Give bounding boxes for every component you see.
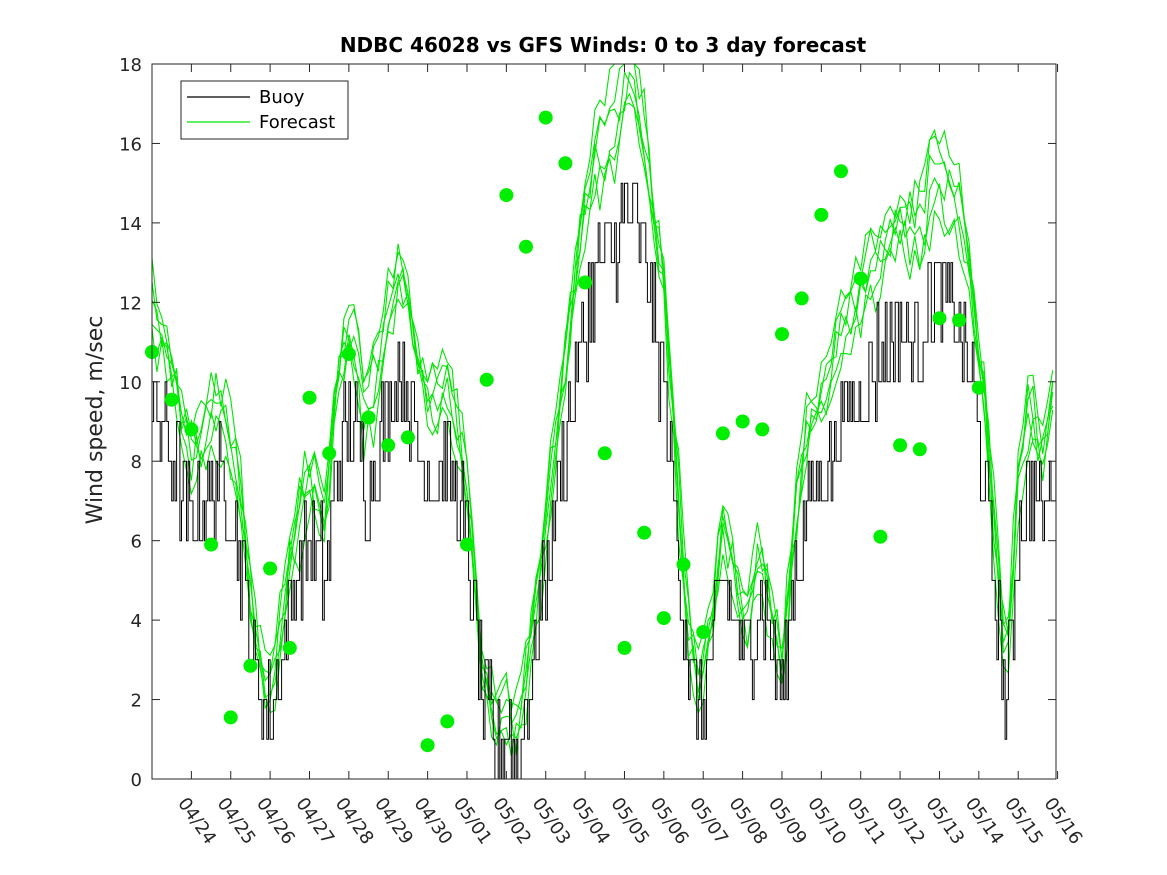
- y-tick-label: 18: [119, 55, 142, 76]
- legend-box: [180, 80, 349, 140]
- forecast-marker-16: [440, 714, 455, 729]
- forecast-marker-40: [912, 442, 927, 457]
- forecast-marker-3: [184, 422, 199, 437]
- forecast-line-6: [151, 63, 1054, 756]
- forecast-marker-34: [794, 291, 809, 306]
- forecast-marker-10: [322, 446, 337, 461]
- forecast-marker-11: [341, 347, 356, 361]
- forecast-marker-41: [932, 311, 947, 326]
- axes-frame: [151, 63, 1057, 780]
- y-axis-label: Wind speed, m/sec: [83, 316, 108, 525]
- forecast-marker-27: [656, 611, 671, 626]
- y-tick-label: 16: [119, 134, 142, 155]
- forecast-marker-36: [834, 164, 848, 179]
- y-tick-label: 2: [131, 691, 142, 712]
- y-tick-label: 6: [131, 532, 142, 553]
- forecast-marker-12: [361, 410, 376, 425]
- forecast-marker-9: [302, 390, 317, 405]
- forecast-marker-18: [479, 372, 494, 387]
- forecast-marker-14: [400, 430, 415, 445]
- legend-label-buoy: Buoy: [259, 87, 305, 108]
- data-layer: [145, 63, 1057, 780]
- y-tick-label: 10: [119, 373, 142, 394]
- forecast-marker-26: [637, 525, 652, 540]
- forecast-marker-19: [499, 188, 514, 203]
- forecast-marker-33: [775, 327, 789, 342]
- forecast-marker-7: [263, 561, 278, 576]
- forecast-marker-30: [715, 426, 730, 441]
- y-tick-label: 0: [131, 770, 142, 791]
- legend: Buoy Forecast: [180, 80, 349, 140]
- y-tick-label: 8: [131, 452, 142, 473]
- forecast-marker-20: [519, 239, 533, 254]
- plot-area: [152, 64, 1056, 779]
- y-tick-label: 4: [131, 611, 142, 632]
- forecast-marker-24: [597, 446, 612, 461]
- forecast-marker-37: [853, 271, 868, 286]
- forecast-marker-23: [578, 275, 593, 290]
- forecast-marker-21: [538, 110, 553, 125]
- forecast-marker-17: [460, 537, 474, 552]
- forecast-marker-29: [696, 625, 711, 639]
- forecast-marker-39: [893, 438, 908, 453]
- y-tick-label: 12: [119, 293, 142, 314]
- forecast-line-3: [151, 102, 1054, 727]
- forecast-marker-43: [971, 380, 986, 395]
- forecast-marker-32: [755, 422, 770, 437]
- buoy-line: [152, 182, 1057, 780]
- forecast-line-4: [151, 92, 1054, 747]
- forecast-marker-6: [243, 658, 258, 673]
- forecast-marker-28: [676, 557, 691, 572]
- forecast-marker-8: [282, 640, 297, 655]
- forecast-marker-2: [164, 392, 179, 407]
- forecast-marker-22: [558, 156, 573, 171]
- chart-title: NDBC 46028 vs GFS Winds: 0 to 3 day fore…: [340, 33, 867, 57]
- forecast-marker-4: [204, 537, 219, 552]
- forecast-line-5: [151, 71, 1054, 715]
- forecast-marker-35: [814, 207, 829, 222]
- forecast-marker-15: [420, 738, 435, 753]
- forecast-marker-5: [223, 710, 238, 725]
- forecast-marker-25: [617, 640, 632, 655]
- forecast-marker-13: [381, 438, 396, 453]
- y-tick-label: 14: [119, 214, 142, 235]
- forecast-marker-31: [735, 414, 750, 429]
- forecast-marker-38: [873, 529, 888, 544]
- legend-label-forecast: Forecast: [259, 112, 335, 133]
- forecast-marker-42: [952, 313, 967, 328]
